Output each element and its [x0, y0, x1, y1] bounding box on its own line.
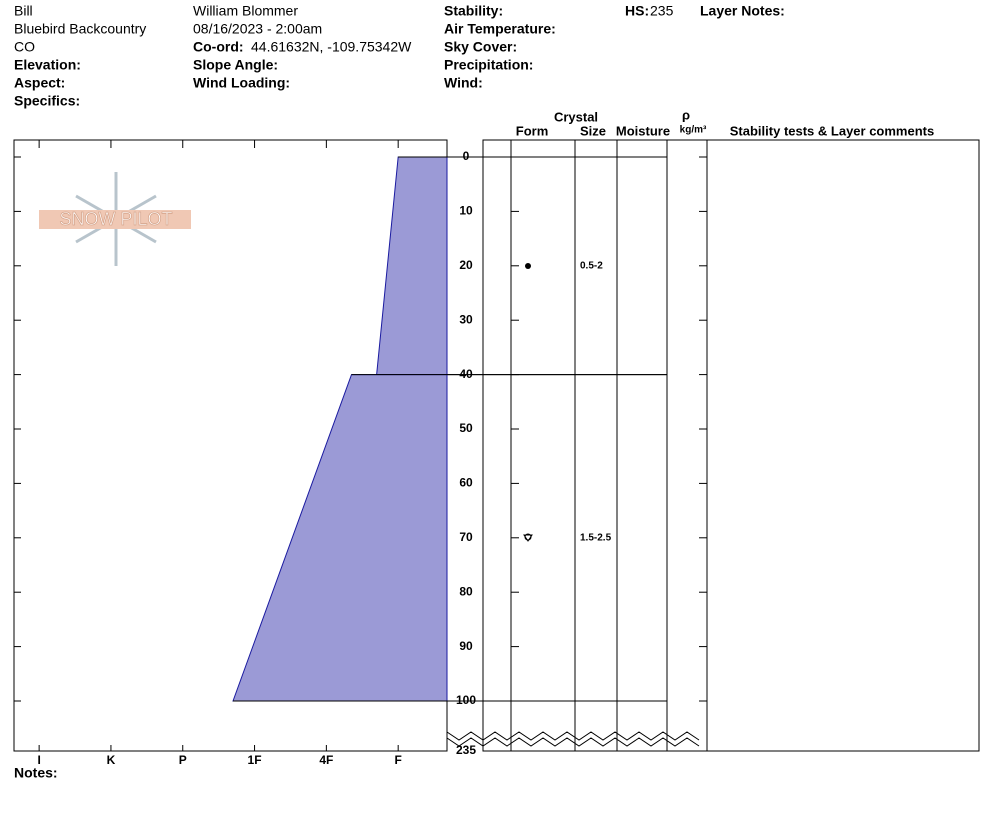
layer-table-frame	[482, 139, 980, 752]
sky-label: Sky Cover:	[444, 39, 517, 55]
hardness-tick-label: F	[394, 753, 401, 767]
depth-tick-label: 40	[459, 367, 473, 381]
depth-tick-label: 20	[459, 258, 473, 272]
grain-size: 0.5-2	[580, 260, 603, 271]
observer: Bill	[14, 3, 33, 19]
notes-label: Notes:	[14, 765, 58, 781]
depth-tick-label: 70	[459, 530, 473, 544]
hardness-layer	[232, 374, 448, 702]
depth-tick-label: 60	[459, 476, 473, 490]
layer-notes-label: Layer Notes:	[700, 3, 785, 19]
air-temp-label: Air Temperature:	[444, 21, 556, 37]
slope-label: Slope Angle:	[193, 57, 278, 73]
table-columns	[510, 140, 708, 751]
hs-label: HS:	[625, 3, 649, 19]
depth-tick-label: 90	[459, 639, 473, 653]
grain-form-faceted-rounded	[523, 533, 533, 542]
form-header: Form	[516, 123, 549, 138]
precip-label: Precipitation:	[444, 57, 533, 73]
wind-loading-label: Wind Loading:	[193, 75, 290, 91]
depth-tick-label: 30	[459, 312, 473, 326]
full-name: William Blommer	[193, 3, 298, 19]
moisture-header: Moisture	[616, 123, 670, 138]
stability-label: Stability:	[444, 3, 503, 19]
hardness-layer	[376, 156, 448, 376]
wind-label: Wind:	[444, 75, 483, 91]
rho-header: ρ	[682, 107, 690, 122]
coord-label: Co-ord:	[193, 39, 244, 55]
hardness-tick-label: P	[179, 753, 187, 767]
depth-tick-label: 0	[463, 149, 470, 163]
depth-tick-label: 50	[459, 421, 473, 435]
location: Bluebird Backcountry	[14, 21, 146, 37]
hardness-tick-label: I	[37, 753, 40, 767]
size-header: Size	[580, 123, 606, 138]
density-unit: kg/m³	[680, 125, 707, 136]
comments-header: Stability tests & Layer comments	[730, 123, 934, 138]
aspect-label: Aspect:	[14, 75, 65, 91]
depth-bottom-label: 235	[456, 743, 476, 757]
depth-tick-label: 100	[456, 693, 476, 707]
grain-form-rounded	[525, 263, 531, 269]
depth-tick-label: 80	[459, 584, 473, 598]
coord-value: 44.61632N, -109.75342W	[251, 39, 412, 55]
specifics-label: Specifics:	[14, 93, 80, 109]
state: CO	[14, 39, 35, 55]
hardness-tick-label: K	[107, 753, 116, 767]
elevation-label: Elevation:	[14, 57, 81, 73]
crystal-header: Crystal	[554, 109, 598, 124]
depth-tick-label: 10	[459, 204, 473, 218]
logo	[39, 172, 191, 266]
depth-break	[446, 731, 700, 747]
grain-size: 1.5-2.5	[580, 532, 612, 543]
hs-value: 235	[650, 3, 674, 19]
datetime: 08/16/2023 - 2:00am	[193, 21, 322, 37]
hardness-tick-label: 1F	[248, 753, 262, 767]
hardness-tick-label: 4F	[319, 753, 333, 767]
logo-text: SNOW PILOT	[59, 209, 172, 229]
